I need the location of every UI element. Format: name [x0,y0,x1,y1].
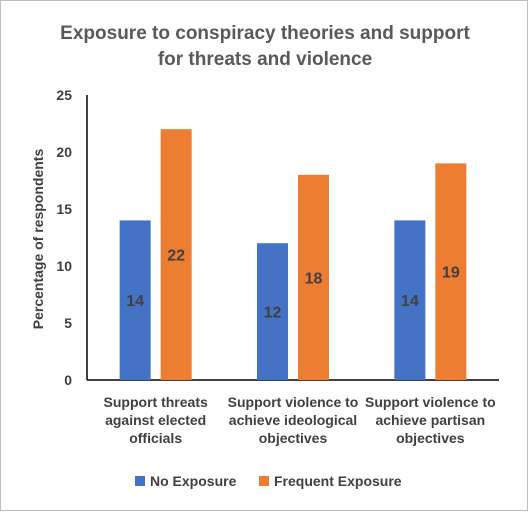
y-tick-label: 15 [56,201,72,217]
x-category-label: Support violence to [228,394,359,410]
legend-swatch [135,476,145,486]
bar [257,243,288,380]
data-label: 18 [305,270,323,287]
chart-title: Exposure to conspiracy theories and supp… [60,23,470,70]
legend-swatch [259,476,269,486]
data-label: 14 [401,293,419,310]
x-category-label: achieve ideological [229,412,357,428]
y-tick-label: 5 [64,315,72,331]
x-category-label: Support violence to [365,394,496,410]
bar [160,129,192,380]
plot-area: 0 5 10 15 20 25 14 22 Support threats against ele… [56,87,499,446]
data-label: 22 [167,248,185,265]
bar [435,163,467,380]
bar [394,220,426,380]
bar [119,220,151,380]
y-tick-label: 10 [56,258,72,274]
chart-title-line-2: for threats and violence [158,49,372,70]
x-category-label: against elected [105,412,206,428]
y-tick-label: 25 [56,87,72,103]
y-axis-label: Percentage of respondents [30,149,46,330]
data-label: 14 [126,293,144,310]
y-tick-label: 20 [56,144,72,160]
x-category-label: achieve partisan [375,412,485,428]
legend: No Exposure Frequent Exposure [135,473,402,489]
y-tick-label: 0 [64,372,72,388]
chart-title-line-1: Exposure to conspiracy theories and supp… [60,23,470,44]
legend-label: Frequent Exposure [274,473,402,489]
bar [298,174,329,380]
x-category-label: Support threats [104,394,208,410]
x-category-label: objectives [396,430,465,446]
legend-label: No Exposure [150,473,237,489]
x-category-label: officials [129,430,182,446]
data-label: 19 [442,265,460,282]
x-category-label: objectives [259,430,328,446]
data-label: 12 [264,305,282,322]
